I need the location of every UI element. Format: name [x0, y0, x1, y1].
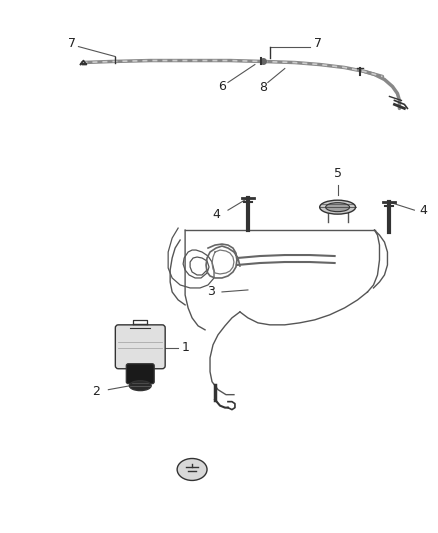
- Ellipse shape: [129, 381, 151, 391]
- Text: 7: 7: [68, 37, 77, 50]
- Ellipse shape: [177, 458, 207, 480]
- FancyBboxPatch shape: [126, 364, 154, 384]
- Text: 8: 8: [259, 81, 267, 94]
- Ellipse shape: [320, 200, 356, 214]
- Text: 4: 4: [419, 204, 427, 216]
- Text: 7: 7: [314, 37, 321, 50]
- Text: 5: 5: [334, 167, 342, 180]
- Text: 1: 1: [182, 341, 190, 354]
- Text: 6: 6: [218, 80, 226, 93]
- Text: 4: 4: [212, 208, 220, 221]
- Text: 2: 2: [92, 385, 100, 398]
- FancyBboxPatch shape: [115, 325, 165, 369]
- Ellipse shape: [326, 203, 350, 212]
- Text: 3: 3: [207, 286, 215, 298]
